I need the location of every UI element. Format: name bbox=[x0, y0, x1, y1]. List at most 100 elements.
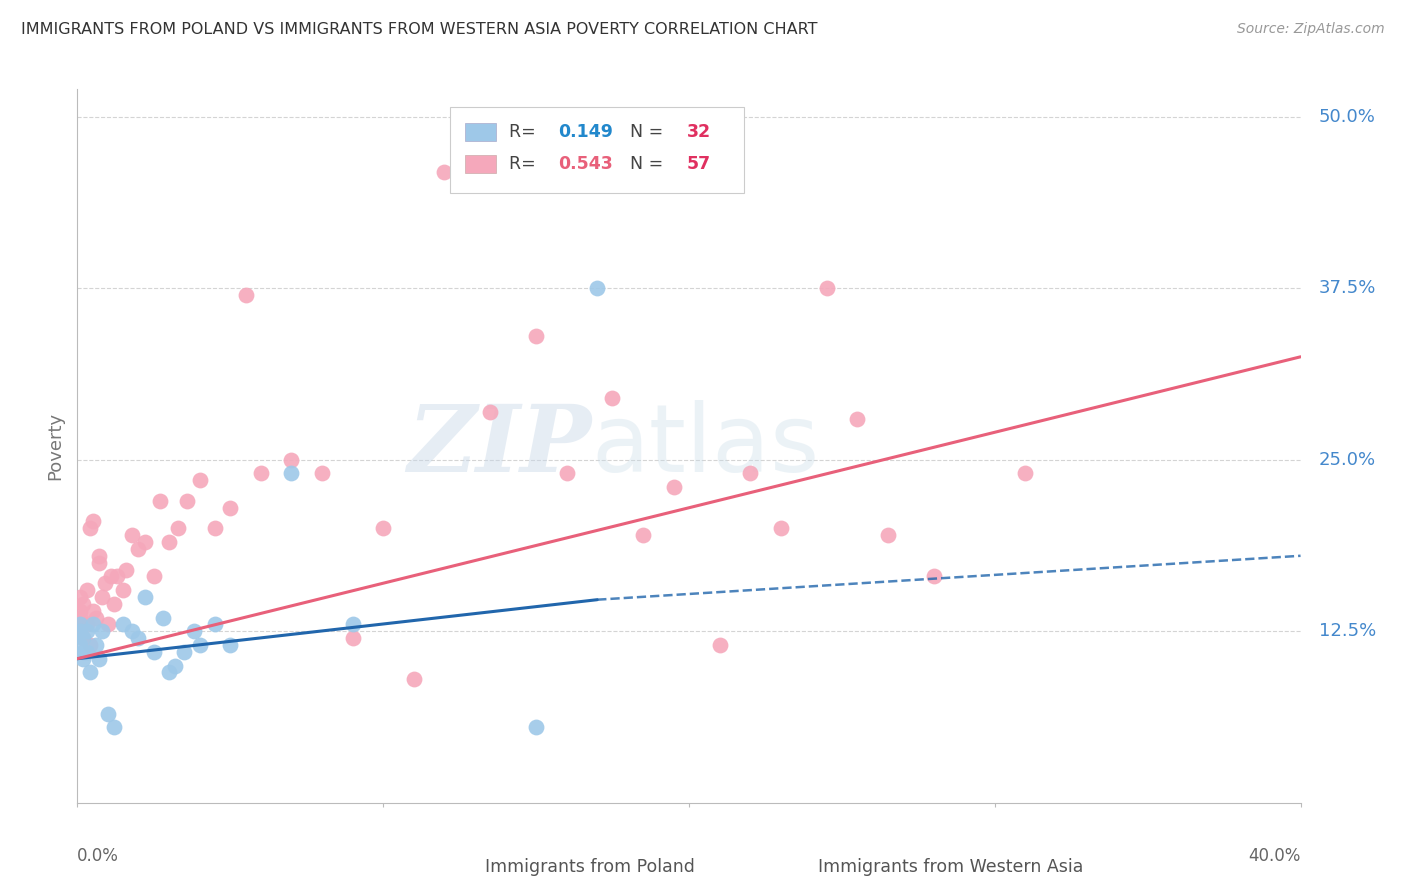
Text: 32: 32 bbox=[686, 123, 710, 141]
Text: 50.0%: 50.0% bbox=[1319, 108, 1376, 126]
Point bbox=[115, 562, 138, 576]
FancyBboxPatch shape bbox=[465, 123, 496, 141]
Point bbox=[79, 638, 101, 652]
Point bbox=[94, 576, 117, 591]
Point bbox=[280, 452, 302, 467]
Point bbox=[76, 645, 98, 659]
Text: Source: ZipAtlas.com: Source: ZipAtlas.com bbox=[1237, 22, 1385, 37]
Point bbox=[69, 590, 91, 604]
Point bbox=[152, 610, 174, 624]
Point bbox=[103, 720, 125, 734]
FancyBboxPatch shape bbox=[465, 155, 496, 173]
Point bbox=[134, 590, 156, 604]
Point bbox=[87, 549, 110, 563]
Text: N =: N = bbox=[619, 123, 669, 141]
Point bbox=[142, 645, 165, 659]
Point bbox=[121, 624, 143, 639]
Point bbox=[76, 624, 98, 639]
Text: R=: R= bbox=[509, 123, 541, 141]
Point bbox=[769, 521, 792, 535]
Point bbox=[433, 164, 456, 178]
Point bbox=[76, 617, 98, 632]
Point bbox=[84, 638, 107, 652]
Point bbox=[876, 528, 898, 542]
Point bbox=[127, 631, 149, 645]
Point bbox=[371, 521, 394, 535]
Point bbox=[586, 281, 609, 295]
Point bbox=[709, 638, 731, 652]
Text: 12.5%: 12.5% bbox=[1319, 623, 1376, 640]
Point bbox=[134, 535, 156, 549]
Point bbox=[219, 638, 242, 652]
Point bbox=[142, 569, 165, 583]
Point bbox=[72, 645, 94, 659]
Point bbox=[127, 541, 149, 556]
Point bbox=[1076, 757, 1098, 772]
Point bbox=[183, 624, 205, 639]
Text: ZIP: ZIP bbox=[406, 401, 591, 491]
Point bbox=[69, 610, 91, 624]
Point bbox=[602, 391, 624, 405]
Point bbox=[922, 569, 945, 583]
Point bbox=[112, 583, 135, 598]
Point bbox=[79, 521, 101, 535]
Point bbox=[82, 515, 104, 529]
Point bbox=[165, 658, 187, 673]
Point bbox=[69, 624, 91, 639]
Point bbox=[72, 631, 94, 645]
Text: Immigrants from Poland: Immigrants from Poland bbox=[485, 858, 695, 876]
Point bbox=[176, 494, 198, 508]
Text: 0.149: 0.149 bbox=[558, 123, 613, 141]
Text: 57: 57 bbox=[686, 155, 710, 173]
Point bbox=[90, 624, 112, 639]
Point bbox=[100, 569, 122, 583]
Point bbox=[524, 329, 547, 343]
Point bbox=[105, 569, 128, 583]
Point bbox=[97, 706, 120, 721]
Point bbox=[280, 467, 302, 481]
Point bbox=[121, 528, 143, 542]
Text: N =: N = bbox=[619, 155, 669, 173]
Point bbox=[173, 645, 195, 659]
FancyBboxPatch shape bbox=[450, 107, 744, 193]
Point bbox=[631, 528, 654, 542]
Text: atlas: atlas bbox=[591, 400, 820, 492]
Text: 0.543: 0.543 bbox=[558, 155, 613, 173]
Y-axis label: Poverty: Poverty bbox=[46, 412, 65, 480]
Point bbox=[84, 610, 107, 624]
Point bbox=[97, 617, 120, 632]
Point bbox=[250, 467, 273, 481]
Point bbox=[188, 638, 211, 652]
Point bbox=[103, 597, 125, 611]
Point bbox=[69, 638, 91, 652]
Point bbox=[555, 467, 578, 481]
Point bbox=[740, 467, 762, 481]
Point bbox=[188, 473, 211, 487]
Point bbox=[72, 651, 94, 665]
Point bbox=[72, 617, 94, 632]
Point bbox=[87, 556, 110, 570]
Point bbox=[219, 500, 242, 515]
Point bbox=[69, 604, 91, 618]
Point bbox=[524, 720, 547, 734]
Point bbox=[167, 521, 190, 535]
Point bbox=[82, 604, 104, 618]
Point bbox=[479, 405, 502, 419]
Text: IMMIGRANTS FROM POLAND VS IMMIGRANTS FROM WESTERN ASIA POVERTY CORRELATION CHART: IMMIGRANTS FROM POLAND VS IMMIGRANTS FRO… bbox=[21, 22, 818, 37]
Point bbox=[79, 665, 101, 680]
Point bbox=[69, 617, 91, 632]
Text: R=: R= bbox=[509, 155, 541, 173]
Point bbox=[402, 673, 425, 687]
Point bbox=[112, 617, 135, 632]
Point bbox=[846, 411, 869, 425]
Point bbox=[90, 590, 112, 604]
Text: 0.0%: 0.0% bbox=[77, 847, 120, 864]
Point bbox=[157, 665, 180, 680]
Text: 37.5%: 37.5% bbox=[1319, 279, 1376, 297]
Point bbox=[342, 631, 364, 645]
Point bbox=[149, 494, 172, 508]
Point bbox=[204, 521, 226, 535]
Point bbox=[157, 535, 180, 549]
Point bbox=[82, 617, 104, 632]
Point bbox=[76, 583, 98, 598]
